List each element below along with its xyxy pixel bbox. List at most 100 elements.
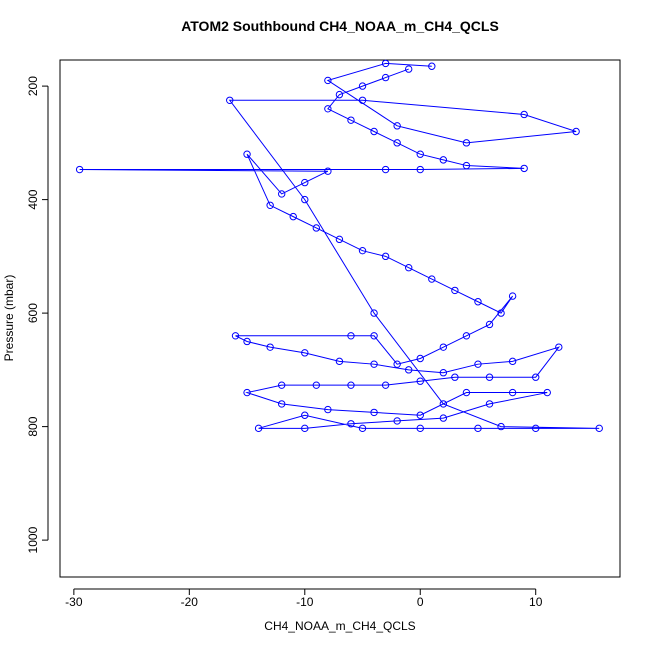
y-tick-label: 400: [26, 189, 40, 209]
data-point: [428, 62, 436, 70]
data-point: [416, 165, 424, 174]
data-point: [543, 388, 551, 397]
data-point: [439, 414, 448, 422]
data-point: [381, 381, 390, 389]
data-point: [416, 377, 424, 385]
data-point: [451, 286, 459, 295]
data-line: [79, 62, 600, 429]
data-point: [520, 164, 528, 173]
data-point: [381, 252, 390, 261]
data-point: [370, 408, 378, 417]
data-point: [520, 110, 528, 119]
chart-title: ATOM2 Southbound CH4_NOAA_m_CH4_QCLS: [181, 18, 499, 34]
data-point: [462, 332, 471, 340]
x-tick-label: 10: [529, 595, 543, 609]
data-point: [243, 150, 251, 158]
data-point: [358, 96, 367, 104]
data-point: [532, 424, 540, 433]
data-point: [324, 105, 332, 113]
data-point: [335, 357, 344, 366]
data-point: [324, 76, 332, 85]
data-point: [405, 264, 413, 272]
data-point: [347, 116, 355, 124]
data-point: [226, 96, 234, 104]
data-point: [474, 298, 482, 306]
data-point: [277, 190, 286, 198]
data-point: [266, 201, 274, 209]
data-point: [370, 332, 378, 340]
data-point: [347, 381, 355, 389]
data-point: [301, 178, 309, 187]
data-point: [324, 405, 332, 414]
data-point: [485, 400, 494, 408]
data-point: [301, 424, 309, 433]
data-point: [428, 275, 436, 283]
data-point: [485, 373, 494, 381]
data-point: [497, 422, 505, 431]
data-point: [335, 235, 344, 244]
data-point: [347, 420, 355, 428]
data-point: [393, 417, 401, 425]
data-point: [462, 139, 471, 147]
data-point: [439, 156, 448, 164]
y-tick-label: 800: [26, 416, 40, 436]
data-point: [439, 343, 448, 351]
data-point: [393, 360, 401, 368]
data-point: [289, 212, 297, 221]
data-point: [75, 165, 84, 174]
data-point: [439, 400, 448, 408]
data-point: [474, 360, 482, 368]
data-point: [381, 165, 390, 174]
data-point: [301, 195, 309, 204]
data-point: [358, 424, 367, 433]
data-point: [231, 332, 240, 340]
data-point: [254, 424, 263, 433]
data-point: [243, 337, 251, 346]
data-point: [485, 320, 494, 329]
y-tick-label: 600: [26, 303, 40, 323]
data-point: [416, 354, 424, 363]
data-point: [405, 65, 413, 73]
x-tick-label: 0: [417, 595, 424, 609]
data-point: [393, 122, 401, 130]
data-point: [324, 167, 332, 175]
data-point: [243, 388, 251, 397]
data-point: [312, 381, 321, 389]
data-point: [277, 400, 286, 408]
data-point: [335, 90, 344, 99]
data-point: [347, 332, 355, 340]
x-axis-label: CH4_NOAA_m_CH4_QCLS: [264, 619, 415, 633]
data-point: [508, 357, 517, 366]
data-point: [439, 368, 448, 377]
x-tick-label: -20: [181, 595, 199, 609]
data-point: [508, 292, 517, 300]
data-point: [358, 82, 367, 90]
data-point: [405, 366, 413, 374]
data-point: [508, 388, 517, 397]
data-point: [358, 246, 367, 255]
data-point: [370, 360, 378, 368]
data-point: [572, 127, 580, 136]
data-point: [312, 224, 321, 232]
y-tick-label: 1000: [26, 526, 40, 553]
y-tick-label: 200: [26, 76, 40, 96]
data-point: [301, 411, 309, 419]
data-point: [532, 373, 540, 381]
data-point: [277, 381, 286, 389]
data-point: [381, 73, 390, 82]
data-point: [451, 373, 459, 381]
x-tick-label: -30: [65, 595, 83, 609]
y-axis-label: Pressure (mbar): [2, 275, 16, 362]
data-point: [462, 388, 471, 397]
data-point: [416, 424, 424, 433]
data-point: [416, 150, 424, 158]
plot-frame: [59, 59, 621, 578]
data-point: [462, 161, 471, 170]
x-tick-label: -10: [296, 595, 314, 609]
data-point: [266, 343, 274, 351]
data-point: [381, 59, 390, 68]
data-point: [474, 424, 482, 433]
data-point: [370, 309, 378, 317]
data-point: [555, 343, 563, 351]
